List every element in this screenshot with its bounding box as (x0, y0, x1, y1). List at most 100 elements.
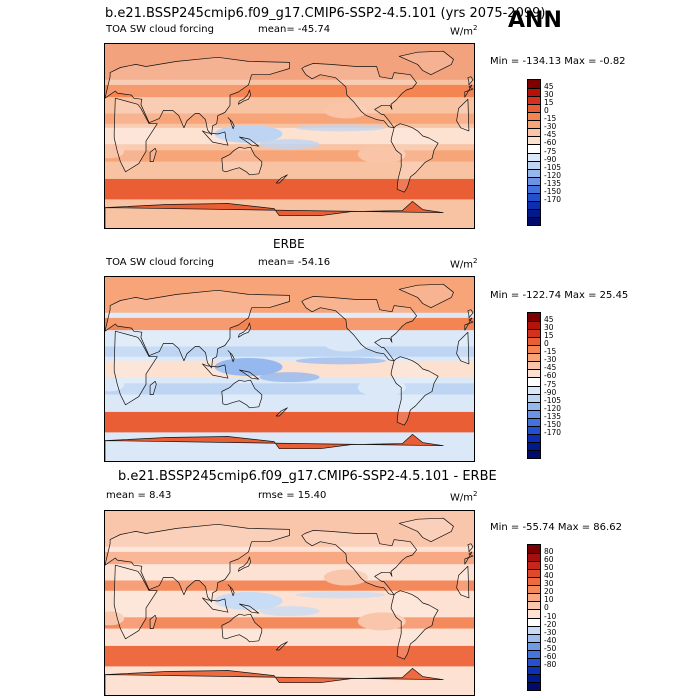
field-sc-california (323, 335, 368, 352)
island-indonesia (202, 597, 229, 613)
colorbar-tick-label: -45 (544, 363, 557, 373)
colorbar-tick-label: 0 (544, 339, 549, 349)
colorbar-box (528, 433, 540, 443)
colorbar-tick-label: 0 (544, 603, 549, 613)
colorbar-box (528, 561, 540, 570)
colorbar-box (528, 112, 540, 121)
colorbar-tick-label: -60 (544, 371, 557, 381)
island-new-zealand (275, 407, 288, 417)
island-new-zealand (275, 641, 288, 651)
colorbar-tick-label: -105 (544, 395, 562, 405)
colorbar-box (528, 208, 540, 218)
colorbar-box (528, 617, 540, 627)
continent-africa (113, 564, 158, 640)
continent-eurasia (464, 84, 474, 98)
colorbar-box (528, 216, 540, 226)
island-britain (467, 309, 474, 319)
colorbar-tick-label: 30 (544, 323, 554, 333)
colorbar-separator (528, 577, 540, 579)
colorbar-box (528, 377, 540, 386)
colorbar-box (528, 633, 540, 643)
colorbar-box (528, 657, 540, 667)
colorbar-tick-label: 15 (544, 331, 554, 341)
colorbar-separator (528, 377, 540, 379)
colorbar-tick-label: -40 (544, 635, 557, 645)
continent-greenland (398, 517, 454, 543)
colorbar-separator (528, 441, 540, 443)
continent-south-america (390, 356, 439, 426)
colorbar-separator (528, 625, 540, 627)
panel1-map (104, 43, 475, 229)
colorbar-separator (528, 184, 540, 186)
colorbar-separator (528, 208, 540, 210)
panel3-minmax: Min = -55.74 Max = 86.62 (490, 522, 622, 533)
island-japan (237, 322, 251, 338)
field-sc-namibia (105, 611, 125, 626)
colorbar-tick-label: -120 (544, 403, 562, 413)
continent-antarctica (105, 668, 444, 695)
colorbar-separator (528, 329, 540, 331)
colorbar-separator (528, 104, 540, 106)
island-new-guinea (238, 603, 260, 614)
colorbar-tick-label: -170 (544, 194, 562, 204)
colorbar-separator (528, 192, 540, 194)
colorbar-tick-label: 45 (544, 315, 554, 325)
colorbar-separator (528, 401, 540, 403)
island-indonesia (202, 130, 229, 146)
colorbar-tick-label: -135 (544, 178, 562, 188)
colorbar-tick-label: -170 (544, 427, 562, 437)
colorbar-box (528, 104, 540, 113)
colorbar-separator (528, 585, 540, 587)
panel2-colorbar (527, 312, 541, 459)
colorbar-tick-label: -50 (544, 643, 557, 653)
continent-africa (456, 98, 470, 132)
field-tropics (105, 127, 474, 145)
continent-australia (221, 146, 263, 176)
colorbar-tick-label: -75 (544, 379, 557, 389)
field-sh-subtropics (105, 150, 474, 162)
colorbar-tick-label: 80 (544, 547, 554, 557)
colorbar-box (528, 577, 540, 586)
colorbar-separator (528, 361, 540, 363)
field-nh-storm-track (105, 84, 474, 98)
island-britain (467, 543, 474, 553)
panel1-map-svg (105, 44, 474, 228)
continent-africa (113, 97, 158, 173)
colorbar-box (528, 144, 540, 153)
colorbar-tick-label: -10 (544, 611, 557, 621)
colorbar-box (528, 449, 540, 459)
field-itcz (295, 357, 386, 365)
panel3-map-svg (105, 511, 474, 695)
field-sc-california (323, 569, 368, 586)
colorbar-tick-label: -45 (544, 130, 557, 140)
colorbar-box (528, 553, 540, 562)
panel3-mean: mean = 8.43 (106, 490, 172, 501)
colorbar-tick-label: -60 (544, 651, 557, 661)
island-japan (237, 556, 251, 572)
panel2-minmax: Min = -122.74 Max = 25.45 (490, 290, 629, 301)
colorbar-box (528, 184, 540, 194)
colorbar-box (528, 649, 540, 659)
colorbar-separator (528, 393, 540, 395)
colorbar-box (528, 361, 540, 370)
colorbar-separator (528, 609, 540, 611)
continent-eurasia (464, 551, 474, 565)
island-philippines (227, 117, 235, 130)
colorbar-separator (528, 88, 540, 90)
field-nh-storm-track (105, 551, 474, 565)
colorbar-box (528, 673, 540, 683)
colorbar-separator (528, 561, 540, 563)
colorbar-box (528, 409, 540, 419)
colorbar-box (528, 152, 540, 162)
field-sc-california (323, 102, 368, 119)
field-warm-pool (214, 124, 283, 143)
colorbar-box (528, 353, 540, 362)
island-new-guinea (238, 369, 260, 380)
field-spcz (259, 372, 320, 383)
colorbar-box (528, 192, 540, 202)
field-spcz (259, 139, 320, 150)
panel1-header: b.e21.BSSP245cmip6.f09_g17.CMIP6-SSP2-4.… (105, 6, 546, 21)
field-southern-ocean (105, 645, 474, 667)
colorbar-box (528, 88, 540, 97)
field-sh-subtropics (105, 617, 474, 629)
